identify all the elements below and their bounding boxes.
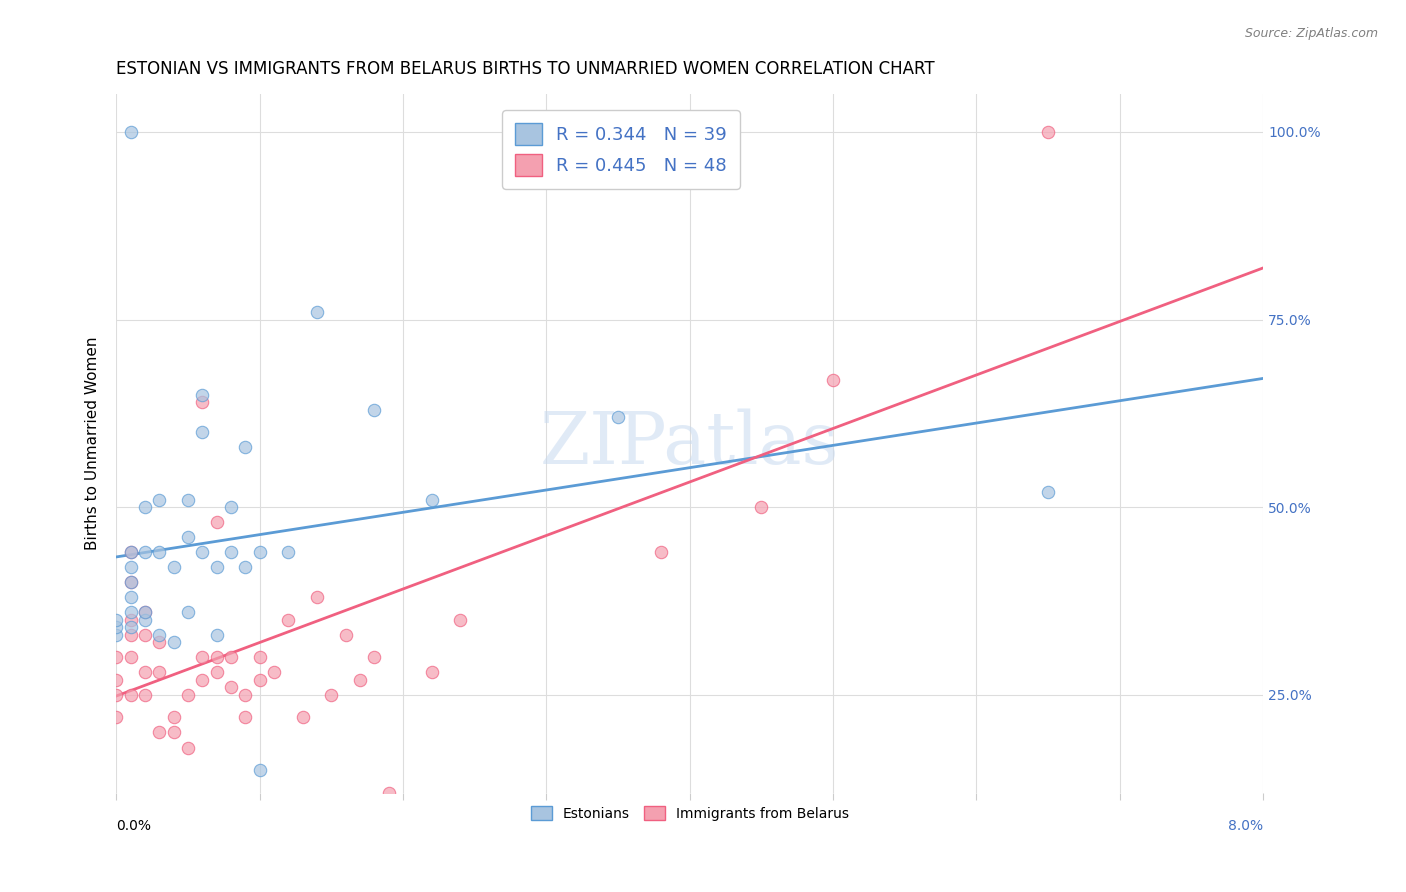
Point bbox=[120, 628, 142, 642]
Point bbox=[321, 688, 343, 702]
Point bbox=[134, 665, 156, 680]
Point bbox=[191, 395, 214, 409]
Point bbox=[335, 628, 357, 642]
Point bbox=[120, 125, 142, 139]
Point bbox=[205, 628, 228, 642]
Point bbox=[377, 786, 399, 800]
Point bbox=[249, 545, 271, 559]
Point bbox=[1036, 125, 1059, 139]
Point bbox=[120, 606, 142, 620]
Point bbox=[363, 650, 385, 665]
Point bbox=[191, 673, 214, 687]
Point bbox=[751, 500, 773, 515]
Point bbox=[105, 650, 128, 665]
Point bbox=[120, 688, 142, 702]
Point bbox=[191, 387, 214, 401]
Point bbox=[449, 613, 471, 627]
Point bbox=[105, 688, 128, 702]
Point bbox=[148, 628, 170, 642]
Point bbox=[277, 545, 299, 559]
Point bbox=[233, 440, 256, 454]
Point bbox=[277, 613, 299, 627]
Point bbox=[219, 681, 242, 695]
Point bbox=[205, 665, 228, 680]
Point bbox=[134, 688, 156, 702]
Point bbox=[148, 665, 170, 680]
Point bbox=[105, 620, 128, 634]
Point bbox=[191, 650, 214, 665]
Point bbox=[249, 673, 271, 687]
Text: ESTONIAN VS IMMIGRANTS FROM BELARUS BIRTHS TO UNMARRIED WOMEN CORRELATION CHART: ESTONIAN VS IMMIGRANTS FROM BELARUS BIRT… bbox=[117, 60, 935, 78]
Point bbox=[233, 688, 256, 702]
Point bbox=[105, 613, 128, 627]
Point bbox=[105, 710, 128, 724]
Point bbox=[177, 740, 200, 755]
Point bbox=[177, 606, 200, 620]
Point bbox=[120, 650, 142, 665]
Point bbox=[249, 763, 271, 777]
Point bbox=[162, 710, 184, 724]
Point bbox=[134, 606, 156, 620]
Point bbox=[120, 560, 142, 574]
Point bbox=[148, 545, 170, 559]
Point bbox=[162, 725, 184, 739]
Point bbox=[233, 710, 256, 724]
Text: Source: ZipAtlas.com: Source: ZipAtlas.com bbox=[1244, 27, 1378, 40]
Point bbox=[420, 492, 443, 507]
Point bbox=[120, 545, 142, 559]
Point bbox=[205, 650, 228, 665]
Point bbox=[134, 545, 156, 559]
Point bbox=[205, 516, 228, 530]
Point bbox=[305, 305, 328, 319]
Point bbox=[134, 500, 156, 515]
Point bbox=[263, 665, 285, 680]
Point bbox=[120, 620, 142, 634]
Point bbox=[148, 635, 170, 649]
Y-axis label: Births to Unmarried Women: Births to Unmarried Women bbox=[86, 337, 100, 550]
Point bbox=[191, 545, 214, 559]
Point bbox=[148, 725, 170, 739]
Point bbox=[177, 530, 200, 544]
Point bbox=[607, 410, 630, 425]
Point bbox=[1036, 485, 1059, 500]
Point bbox=[134, 606, 156, 620]
Point bbox=[177, 492, 200, 507]
Point bbox=[134, 628, 156, 642]
Point bbox=[148, 492, 170, 507]
Point bbox=[219, 545, 242, 559]
Point bbox=[823, 373, 845, 387]
Point bbox=[120, 613, 142, 627]
Text: ZIPatlas: ZIPatlas bbox=[540, 409, 839, 479]
Point bbox=[650, 545, 672, 559]
Point bbox=[120, 575, 142, 590]
Point bbox=[349, 673, 371, 687]
Point bbox=[291, 710, 314, 724]
Point bbox=[120, 545, 142, 559]
Point bbox=[162, 635, 184, 649]
Point bbox=[120, 591, 142, 605]
Point bbox=[191, 425, 214, 440]
Point bbox=[205, 560, 228, 574]
Point bbox=[363, 402, 385, 417]
Point bbox=[134, 613, 156, 627]
Text: 0.0%: 0.0% bbox=[117, 819, 152, 833]
Point bbox=[420, 665, 443, 680]
Point bbox=[162, 560, 184, 574]
Point bbox=[105, 628, 128, 642]
Point bbox=[105, 673, 128, 687]
Point bbox=[219, 650, 242, 665]
Point bbox=[120, 575, 142, 590]
Point bbox=[233, 560, 256, 574]
Point bbox=[177, 688, 200, 702]
Point bbox=[305, 591, 328, 605]
Point bbox=[249, 650, 271, 665]
Legend: Estonians, Immigrants from Belarus: Estonians, Immigrants from Belarus bbox=[524, 799, 856, 828]
Text: 8.0%: 8.0% bbox=[1227, 819, 1263, 833]
Point bbox=[219, 500, 242, 515]
